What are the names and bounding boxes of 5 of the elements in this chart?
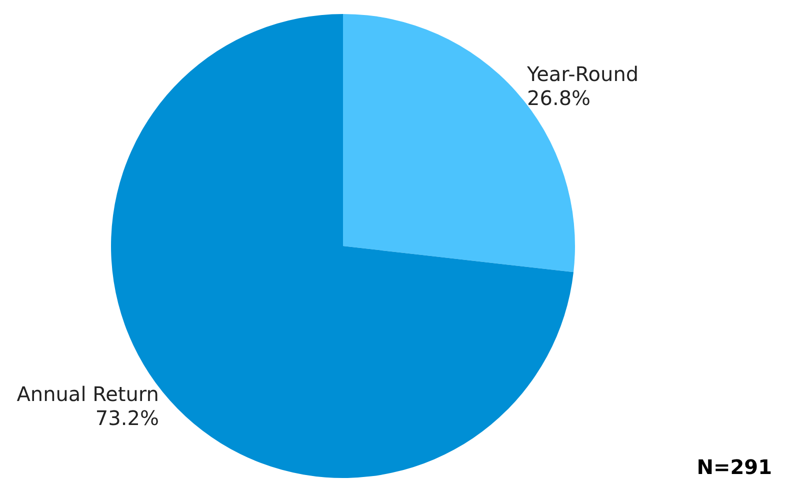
data-label: 73.2% bbox=[95, 406, 159, 430]
slice-label: Year-Round bbox=[526, 62, 639, 86]
slice-label: Annual Return bbox=[16, 382, 159, 406]
data-label: 26.8% bbox=[527, 86, 591, 110]
text: N=291 bbox=[696, 455, 772, 479]
